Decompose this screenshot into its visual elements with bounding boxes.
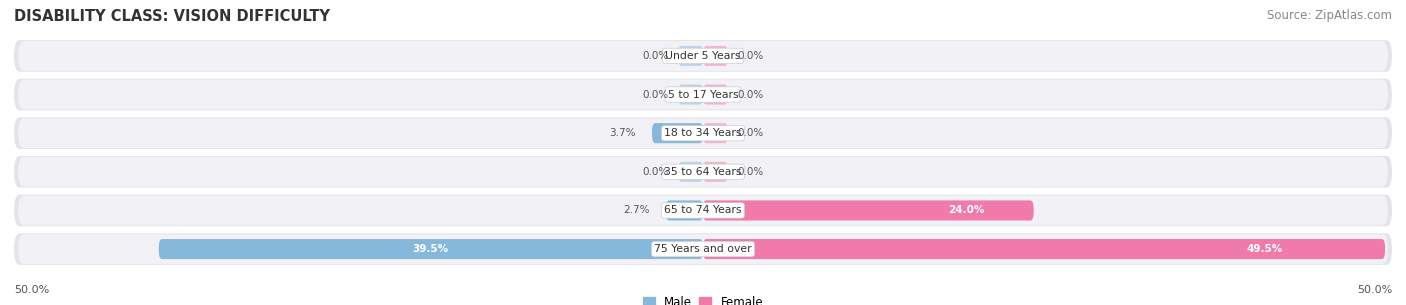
FancyBboxPatch shape [703,46,728,66]
Text: 0.0%: 0.0% [738,128,763,138]
Text: 39.5%: 39.5% [413,244,449,254]
FancyBboxPatch shape [678,162,703,182]
Text: 75 Years and over: 75 Years and over [654,244,752,254]
FancyBboxPatch shape [18,234,1388,264]
FancyBboxPatch shape [18,157,1388,187]
FancyBboxPatch shape [18,80,1388,109]
FancyBboxPatch shape [678,46,703,66]
FancyBboxPatch shape [703,239,1385,259]
FancyBboxPatch shape [14,195,1392,226]
FancyBboxPatch shape [703,162,728,182]
Text: 18 to 34 Years: 18 to 34 Years [664,128,742,138]
Text: 2.7%: 2.7% [623,206,650,215]
Text: 0.0%: 0.0% [738,167,763,177]
Text: 0.0%: 0.0% [738,51,763,61]
FancyBboxPatch shape [18,196,1388,225]
Text: Source: ZipAtlas.com: Source: ZipAtlas.com [1267,9,1392,22]
FancyBboxPatch shape [14,40,1392,72]
Text: 0.0%: 0.0% [738,90,763,99]
FancyBboxPatch shape [18,118,1388,148]
FancyBboxPatch shape [703,200,1033,221]
FancyBboxPatch shape [159,239,703,259]
Text: 35 to 64 Years: 35 to 64 Years [664,167,742,177]
FancyBboxPatch shape [18,41,1388,71]
Text: 49.5%: 49.5% [1247,244,1282,254]
Text: Under 5 Years: Under 5 Years [665,51,741,61]
Text: 50.0%: 50.0% [14,285,49,295]
Text: 3.7%: 3.7% [609,128,636,138]
Text: 24.0%: 24.0% [948,206,984,215]
FancyBboxPatch shape [14,156,1392,188]
Legend: Male, Female: Male, Female [638,291,768,305]
FancyBboxPatch shape [14,79,1392,110]
Text: DISABILITY CLASS: VISION DIFFICULTY: DISABILITY CLASS: VISION DIFFICULTY [14,9,330,24]
Text: 5 to 17 Years: 5 to 17 Years [668,90,738,99]
FancyBboxPatch shape [666,200,703,221]
FancyBboxPatch shape [14,117,1392,149]
Text: 0.0%: 0.0% [643,51,669,61]
Text: 65 to 74 Years: 65 to 74 Years [664,206,742,215]
FancyBboxPatch shape [14,233,1392,265]
Text: 50.0%: 50.0% [1357,285,1392,295]
FancyBboxPatch shape [678,84,703,105]
FancyBboxPatch shape [703,123,728,143]
Text: 0.0%: 0.0% [643,90,669,99]
FancyBboxPatch shape [652,123,703,143]
FancyBboxPatch shape [703,84,728,105]
Text: 0.0%: 0.0% [643,167,669,177]
